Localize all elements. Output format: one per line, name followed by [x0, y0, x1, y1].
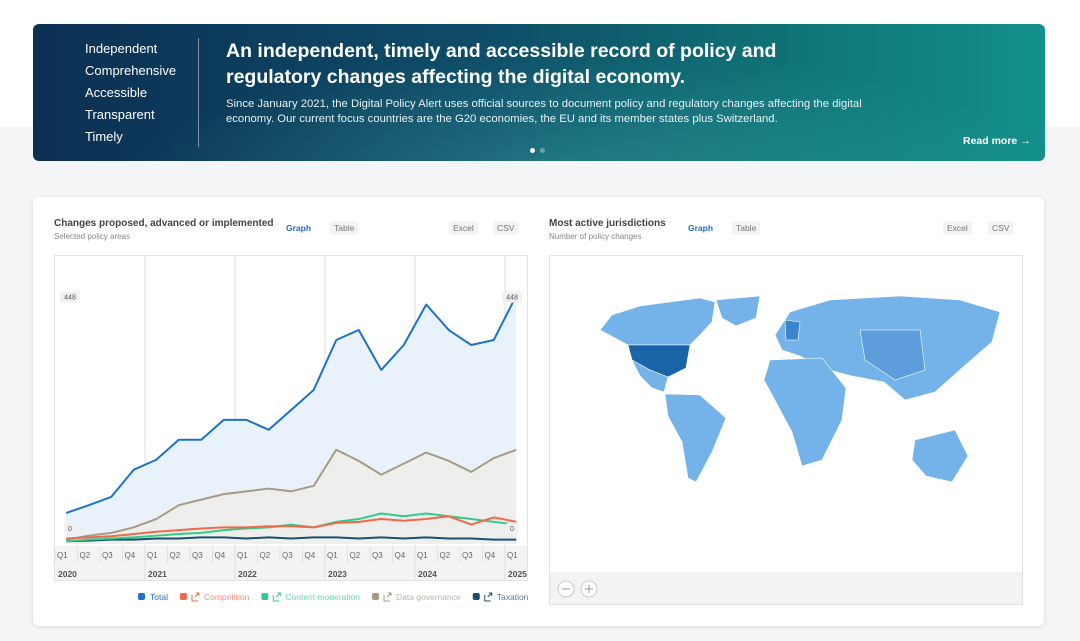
tab[interactable]: Graph	[684, 221, 718, 235]
x-tick-label: Q4	[125, 551, 136, 560]
country	[911, 429, 969, 483]
year-label: 2023	[328, 569, 347, 579]
x-tick-label: Q4	[305, 551, 316, 560]
axis-band	[55, 546, 527, 580]
x-tick-label: Q3	[192, 551, 203, 560]
zoom-icon	[585, 585, 593, 593]
extreme-box	[60, 291, 80, 303]
x-tick-label: Q2	[440, 551, 451, 560]
extreme-box	[64, 523, 76, 534]
x-tick-label: Q2	[350, 551, 361, 560]
extreme-label: 448	[64, 295, 76, 302]
banner-text: Since January 2021, the Digital Policy A…	[226, 98, 862, 125]
legend-swatch	[372, 593, 379, 600]
panel-title: Changes proposed, advanced or implemente…	[54, 218, 274, 229]
x-tick-label: Q2	[260, 551, 271, 560]
x-tick-label: Q4	[395, 551, 406, 560]
export[interactable]: CSV	[988, 221, 1014, 235]
read-more[interactable]: Read more →	[963, 135, 1031, 147]
panel-title: Most active jurisdictions	[549, 218, 666, 229]
country	[859, 329, 926, 381]
country	[715, 295, 761, 327]
link-icon	[383, 592, 392, 602]
x-tick-label: Q1	[507, 551, 518, 560]
year-label: 2020	[58, 569, 77, 579]
tab[interactable]: Table	[330, 221, 359, 235]
country	[784, 319, 801, 341]
map-toolbar	[550, 572, 1022, 604]
x-tick-label: Q3	[372, 551, 383, 560]
year-label: 2022	[238, 569, 257, 579]
banner-title: An independent, timely and accessible re…	[226, 40, 777, 88]
tab[interactable]: Table	[732, 221, 761, 235]
x-tick-label: Q1	[417, 551, 428, 560]
panel-subtitle: Number of policy changes	[549, 232, 642, 241]
line	[66, 515, 517, 540]
export[interactable]: Excel	[943, 221, 972, 235]
map	[599, 295, 1001, 483]
tag: Accessible	[85, 85, 148, 100]
extreme-label: 0	[68, 526, 72, 533]
legend-label: Competition	[204, 592, 250, 602]
export[interactable]: Excel	[449, 221, 478, 235]
legend-swatch	[179, 593, 187, 600]
carousel-dot[interactable]	[530, 148, 535, 153]
extreme-label: 448	[506, 295, 518, 302]
divider	[198, 38, 199, 147]
x-tick-label: Q1	[237, 551, 248, 560]
line	[66, 448, 517, 541]
x-tick-label: Q1	[57, 551, 68, 560]
carousel-dot[interactable]	[540, 148, 545, 153]
extreme-label: 0	[510, 526, 514, 533]
legend-label: Content moderation	[285, 592, 360, 602]
x-tick-label: Q1	[147, 551, 158, 560]
year-label: 2025	[508, 569, 527, 579]
legend-label: Taxation	[497, 592, 529, 602]
link-icon	[484, 592, 493, 602]
tag: Comprehensive	[85, 63, 177, 78]
tag: Independent	[85, 41, 158, 56]
read-more-text[interactable]: Read more	[963, 135, 1018, 147]
link-icon	[272, 592, 281, 602]
export[interactable]: CSV	[493, 221, 519, 235]
x-tick-label: Q3	[102, 551, 113, 560]
extreme-box	[502, 291, 522, 303]
country	[763, 357, 847, 467]
legend-swatch	[261, 593, 269, 600]
x-tick-label: Q2	[170, 551, 181, 560]
x-tick-label: Q3	[462, 551, 473, 560]
year-label: 2021	[148, 569, 167, 579]
line	[66, 536, 517, 543]
legend-swatch	[472, 593, 480, 600]
banner: Independent Comprehensive Accessible Tra…	[33, 24, 1045, 161]
legend-label: Total	[150, 592, 168, 602]
x-tick-label: Q4	[485, 551, 496, 560]
year-label: 2024	[418, 569, 437, 579]
legend-label: Data governance	[396, 592, 461, 602]
country	[631, 359, 669, 393]
country	[664, 393, 727, 483]
line	[66, 512, 517, 543]
panel-subtitle: Selected policy areas	[54, 232, 131, 241]
link-icon	[191, 592, 200, 602]
extreme-box	[506, 523, 518, 534]
tag: Transparent	[85, 107, 155, 122]
x-tick-label: Q4	[215, 551, 226, 560]
x-tick-label: Q3	[282, 551, 293, 560]
tab[interactable]: Graph	[282, 221, 316, 235]
line	[65, 295, 518, 514]
x-tick-label: Q1	[327, 551, 338, 560]
legend-swatch	[138, 593, 145, 600]
x-tick-label: Q2	[80, 551, 91, 560]
tag: Timely	[85, 129, 123, 144]
